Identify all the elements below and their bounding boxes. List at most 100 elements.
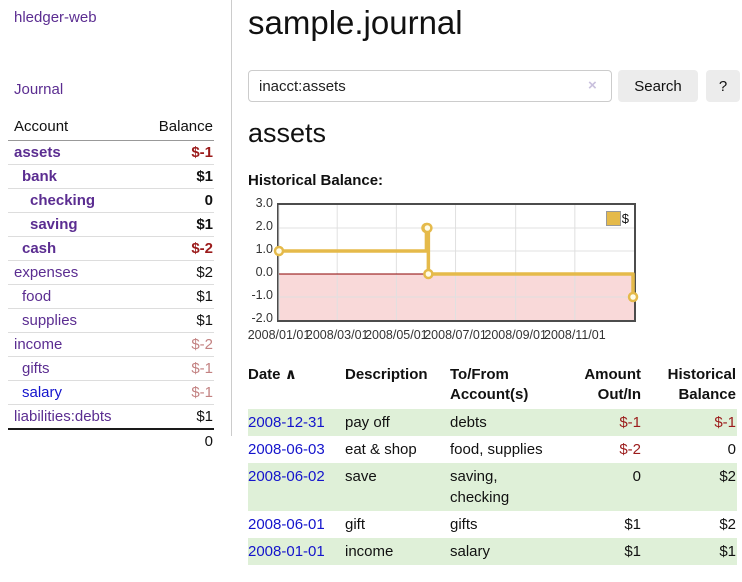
- transaction-accounts: salary: [450, 538, 562, 565]
- x-axis-tick-label: 2008/03/01: [305, 328, 369, 342]
- accounts-table-body: assets $-1 bank $1 checking 0 saving $1 cash $-2 e…: [8, 140, 214, 453]
- search-button[interactable]: Search: [618, 70, 698, 102]
- transaction-accounts: food, supplies: [450, 441, 543, 458]
- x-axis-tick-label: 2008/01/01: [247, 328, 311, 342]
- transaction-description: eat & shop: [345, 441, 417, 458]
- y-axis-tick-label: 0.0: [255, 265, 273, 279]
- account-row: saving $1: [8, 212, 214, 237]
- y-axis-tick-label: 3.0: [255, 196, 273, 210]
- transaction-date-link[interactable]: 2008-12-31: [248, 414, 325, 431]
- chart-plot-area: $: [273, 203, 639, 322]
- account-link[interactable]: checking: [30, 192, 96, 209]
- register-row: 2008-06-01 gift gifts $1 $2: [248, 511, 737, 538]
- register-header-balance: Historical Balance: [667, 366, 736, 403]
- account-balance: $-2: [137, 236, 214, 261]
- account-link[interactable]: food: [22, 288, 52, 305]
- account-row: salary $-1: [8, 380, 214, 405]
- account-row: food $1: [8, 284, 214, 309]
- transaction-balance: $2: [642, 463, 737, 511]
- transaction-date-link[interactable]: 2008-06-01: [248, 516, 325, 533]
- register-header-date[interactable]: Date ∧: [248, 366, 297, 383]
- sort-ascending-icon: ∧: [284, 366, 297, 383]
- transaction-accounts: gifts: [450, 516, 478, 533]
- chart-canvas: [273, 205, 639, 320]
- account-link[interactable]: income: [14, 336, 63, 353]
- register-row: 2008-12-31 pay off debts $-1 $-1: [248, 409, 737, 436]
- x-axis-tick-label: 2008/07/01: [424, 328, 487, 342]
- y-axis-tick-label: -1.0: [251, 288, 273, 302]
- search-form: × Search ?: [248, 70, 740, 102]
- y-axis-tick-label: 2.0: [255, 219, 273, 233]
- account-row: liabilities:debts $1: [8, 404, 214, 430]
- account-row: income $-2: [8, 332, 214, 357]
- chart-legend: $: [605, 211, 629, 226]
- transaction-amount: $-2: [619, 441, 641, 458]
- x-axis-tick-label: 2008/11/01: [544, 328, 606, 342]
- account-balance: $-2: [137, 332, 214, 357]
- transaction-balance: 0: [727, 441, 736, 458]
- accounts-table: Account Balance assets $-1 bank $1 checking 0…: [8, 115, 214, 453]
- account-row: assets $-1: [8, 140, 214, 165]
- transaction-accounts: saving, checking: [450, 463, 562, 511]
- transaction-description: save: [345, 463, 450, 511]
- legend-label: $: [621, 211, 629, 226]
- account-link[interactable]: saving: [30, 216, 78, 233]
- account-balance: $-1: [137, 380, 214, 405]
- transaction-date-link[interactable]: 2008-06-02: [248, 468, 325, 485]
- app-title-link[interactable]: hledger-web: [14, 9, 97, 26]
- x-axis-tick-label: 2008/09/01: [484, 328, 547, 342]
- y-axis-tick-label: -2.0: [251, 311, 273, 325]
- account-link[interactable]: gifts: [22, 360, 50, 377]
- transaction-date-link[interactable]: 2008-06-03: [248, 441, 325, 458]
- transaction-amount: $1: [624, 516, 641, 533]
- account-balance: $1: [137, 284, 214, 309]
- accounts-header-balance: Balance: [137, 115, 214, 141]
- transaction-description: gift: [345, 516, 366, 533]
- clear-search-icon[interactable]: ×: [588, 77, 597, 94]
- x-axis-tick-label: 2008/05/01: [365, 328, 428, 342]
- register-header-accounts: To/From Account(s): [450, 366, 529, 403]
- account-link[interactable]: salary: [22, 384, 63, 401]
- account-row: supplies $1: [8, 308, 214, 333]
- register-header-amount: Amount Out/In: [584, 366, 641, 403]
- page-title: sample.journal: [248, 4, 463, 41]
- y-axis-tick-label: 1.0: [255, 242, 273, 256]
- account-link[interactable]: assets: [14, 144, 61, 161]
- search-input[interactable]: [248, 70, 612, 102]
- account-link[interactable]: bank: [22, 168, 58, 185]
- account-row: cash $-2: [8, 236, 214, 261]
- transaction-balance: $1: [642, 538, 737, 565]
- register-row: 2008-06-02 save saving, checking 0 $2: [248, 463, 737, 511]
- account-row: checking 0: [8, 188, 214, 213]
- account-link[interactable]: cash: [22, 240, 57, 257]
- accounts-header-account: Account: [8, 115, 138, 141]
- sidebar: hledger-web Journal Account Balance asse…: [0, 0, 232, 453]
- register-row: 2008-01-01 income salary $1 $1: [248, 538, 737, 565]
- transaction-description: income: [345, 538, 450, 565]
- accounts-total: 0: [137, 428, 214, 453]
- transaction-amount: 0: [562, 463, 642, 511]
- account-balance: $1: [137, 308, 214, 333]
- transaction-amount: $1: [562, 538, 642, 565]
- sidebar-item-journal[interactable]: Journal: [14, 81, 64, 98]
- account-balance: $-1: [137, 140, 214, 165]
- account-balance: 0: [137, 188, 214, 213]
- register-header-description: Description: [345, 366, 428, 383]
- account-link[interactable]: liabilities:debts: [14, 408, 112, 425]
- transaction-accounts: debts: [450, 409, 562, 436]
- chart-heading: Historical Balance:: [248, 172, 384, 189]
- account-balance: $-1: [137, 356, 214, 381]
- account-balance: $2: [137, 260, 214, 285]
- account-balance: $1: [137, 164, 214, 189]
- account-row: bank $1: [8, 164, 214, 189]
- account-link[interactable]: expenses: [14, 264, 79, 281]
- accounts-total-row: 0: [8, 428, 214, 453]
- transaction-balance: $2: [719, 516, 736, 533]
- main-content: sample.journal × Search ? assets Histori…: [248, 0, 740, 565]
- register-table: Date ∧ Description To/From Account(s) Am…: [248, 361, 737, 565]
- historical-balance-chart: $ 3.0 2.0 1.0 0.0 -1.0 -2.0 2008/01/01 2008/03/…: [247, 196, 708, 342]
- transaction-date-link[interactable]: 2008-01-01: [248, 543, 325, 560]
- help-button[interactable]: ?: [706, 70, 740, 102]
- account-balance: $1: [137, 212, 214, 237]
- account-link[interactable]: supplies: [22, 312, 78, 329]
